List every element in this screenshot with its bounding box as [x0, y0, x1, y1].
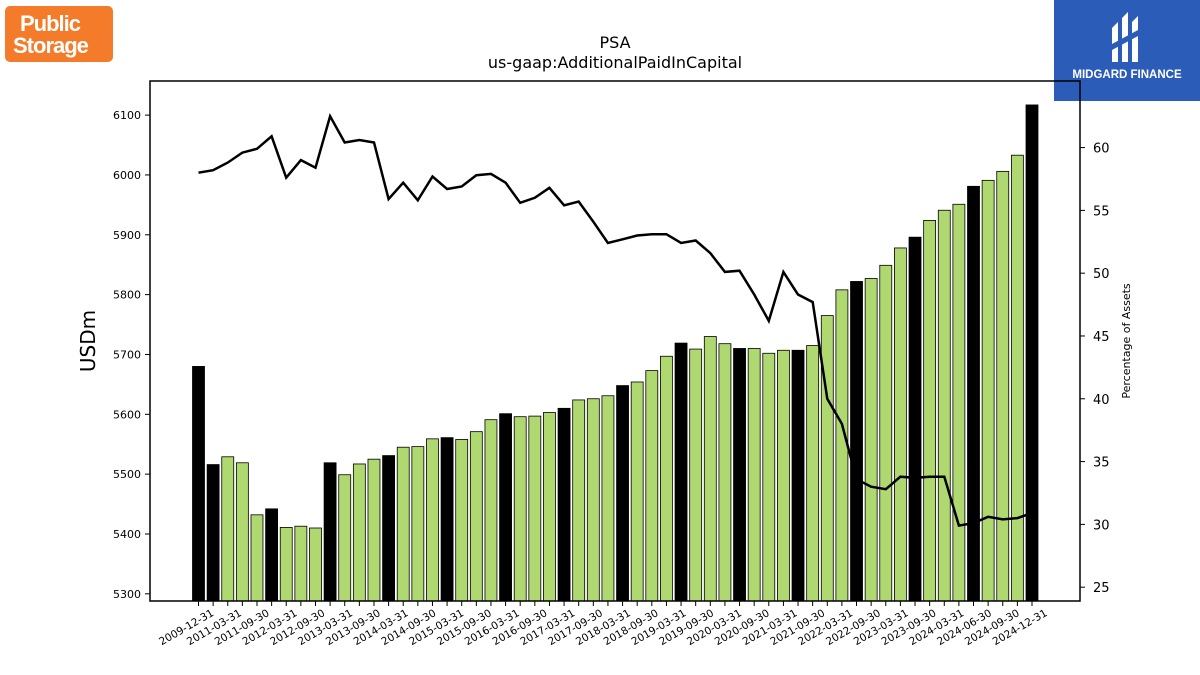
y-tick-label: 5900	[113, 229, 141, 242]
y-axis-right: 25 30 35 40 45 50 55 60	[1080, 142, 1110, 596]
bar	[1010, 154, 1024, 602]
bar	[981, 179, 995, 602]
y-tick-label: 5600	[113, 408, 141, 421]
bar	[777, 349, 790, 602]
bar	[221, 456, 235, 602]
bar	[382, 455, 395, 602]
y-tick-label: 5700	[113, 348, 141, 361]
bar	[309, 527, 322, 602]
bar	[265, 508, 279, 602]
bar	[235, 462, 249, 602]
bar	[616, 385, 629, 602]
bar	[323, 462, 337, 602]
bar	[879, 264, 893, 602]
bar	[294, 525, 308, 602]
bar	[967, 185, 980, 602]
y2-tick-label: 45	[1093, 330, 1110, 345]
bar	[455, 439, 469, 602]
bar	[338, 474, 352, 602]
bar	[367, 458, 381, 602]
logo-line-1: Public	[20, 11, 81, 36]
logo-line-2: Storage	[13, 33, 89, 58]
bar	[937, 209, 951, 602]
bar	[762, 352, 776, 602]
bar	[206, 464, 220, 602]
bar	[484, 419, 498, 602]
bar	[908, 236, 922, 602]
y-tick-label: 5300	[113, 588, 141, 601]
bar	[630, 381, 644, 602]
bar	[850, 281, 863, 602]
y2-tick-label: 40	[1093, 393, 1110, 408]
bar	[835, 289, 849, 602]
y2-tick-label: 35	[1093, 456, 1110, 471]
line-group	[198, 112, 1033, 528]
bar	[469, 431, 483, 602]
y2-tick-label: 25	[1093, 581, 1110, 596]
bar	[674, 342, 688, 602]
y-tick-label: 6100	[113, 109, 141, 122]
y-tick-label: 5800	[113, 289, 141, 302]
midgard-mark-icon	[1112, 12, 1138, 62]
public-storage-logo: Public Storage	[5, 6, 113, 62]
percentage-line	[198, 112, 1033, 528]
y-axis-label: USDm	[76, 310, 100, 372]
y2-tick-label: 55	[1093, 204, 1110, 219]
y2-tick-label: 30	[1093, 518, 1110, 533]
bar	[528, 415, 542, 602]
bar	[952, 203, 966, 602]
bar	[557, 407, 571, 602]
bar	[645, 370, 659, 602]
y-tick-label: 5400	[113, 528, 141, 541]
chart-subtitle: us-gaap:AdditionalPaidInCapital	[488, 53, 742, 72]
y2-tick-label: 50	[1093, 267, 1110, 282]
bar	[279, 526, 293, 602]
bar	[791, 349, 805, 602]
bar	[426, 438, 439, 602]
bars-group	[192, 104, 1039, 602]
bar	[923, 220, 937, 602]
y2-axis-label: Percentage of Assets	[1120, 283, 1133, 399]
y-axis-left: 5300 5400 5500 5600 5700 5800 5900 6000 6100	[113, 109, 150, 601]
bar	[440, 437, 454, 602]
y-tick-label: 6000	[113, 169, 141, 182]
midgard-finance-logo: MIDGARD FINANCE	[1054, 0, 1200, 101]
bar	[864, 278, 878, 602]
bar	[689, 348, 703, 602]
bar	[543, 412, 556, 602]
y-tick-label: 5500	[113, 468, 141, 481]
bar	[1025, 104, 1039, 602]
bar	[352, 463, 366, 602]
y2-tick-label: 60	[1093, 142, 1110, 157]
bar	[747, 348, 761, 602]
bar	[396, 446, 410, 602]
bar	[411, 446, 425, 602]
bar	[250, 514, 264, 602]
chart-title: PSA	[599, 33, 630, 52]
plot-frame	[149, 80, 1081, 602]
x-axis: 2009-12-312011-03-312011-09-302012-03-31…	[157, 601, 1050, 648]
bar	[806, 345, 820, 602]
bar	[996, 170, 1010, 602]
bar	[572, 399, 586, 602]
bar	[820, 315, 834, 602]
bar	[192, 366, 205, 602]
bar	[660, 355, 673, 602]
bar	[601, 395, 615, 602]
midgard-finance-text: MIDGARD FINANCE	[1072, 69, 1182, 81]
bar	[586, 398, 600, 602]
bar	[513, 416, 527, 602]
bar	[718, 343, 732, 602]
bar	[733, 348, 746, 602]
bar	[703, 336, 717, 602]
bar	[893, 247, 907, 602]
bar	[499, 413, 512, 602]
